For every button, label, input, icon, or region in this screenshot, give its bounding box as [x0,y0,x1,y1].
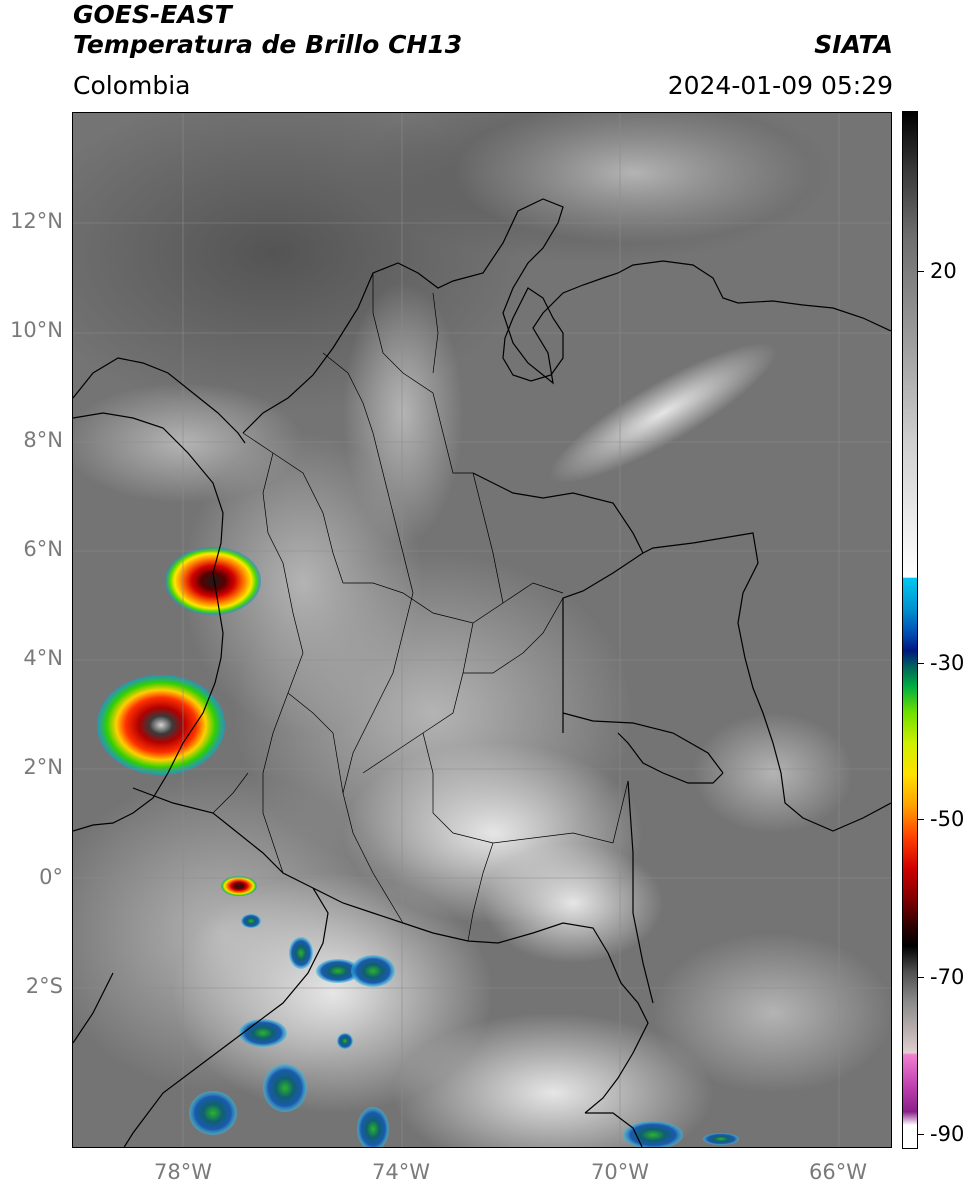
satellite-map [72,112,892,1148]
coastlines [73,198,891,1147]
lat-label: 6°N [23,537,63,561]
storm-cell [165,547,261,615]
lon-label: 66°W [809,1160,867,1184]
colorbar-tick-label: -70 [930,965,965,989]
lat-label: 4°N [23,646,63,670]
colorbar-tick-label: 20 [930,259,957,283]
lon-label: 78°W [154,1160,212,1184]
timestamp: 2024-01-09 05:29 [667,71,893,100]
lon-label: 70°W [591,1160,649,1184]
lat-label: 0° [39,865,63,889]
lat-label: 2°S [25,974,63,998]
lat-label: 12°N [10,209,63,233]
colorbar-tick-label: -90 [930,1122,965,1146]
colorbar-tick-label: -30 [930,651,965,675]
lat-label: 10°N [10,318,63,342]
organization-label: SIATA [814,30,893,59]
title-line-2: Temperatura de Brillo CH13 [73,30,463,59]
region-subtitle: Colombia [73,71,191,100]
storm-cell [221,876,257,896]
satellite-image [73,113,891,1147]
storm-cell [97,675,225,775]
lat-label: 8°N [23,428,63,452]
department-borders [212,273,629,942]
temperature-colorbar [902,111,918,1149]
lon-label: 74°W [372,1160,430,1184]
lat-label: 2°N [23,755,63,779]
title-line-1: GOES-EAST [73,0,232,29]
colorbar-tick-label: -50 [930,807,965,831]
